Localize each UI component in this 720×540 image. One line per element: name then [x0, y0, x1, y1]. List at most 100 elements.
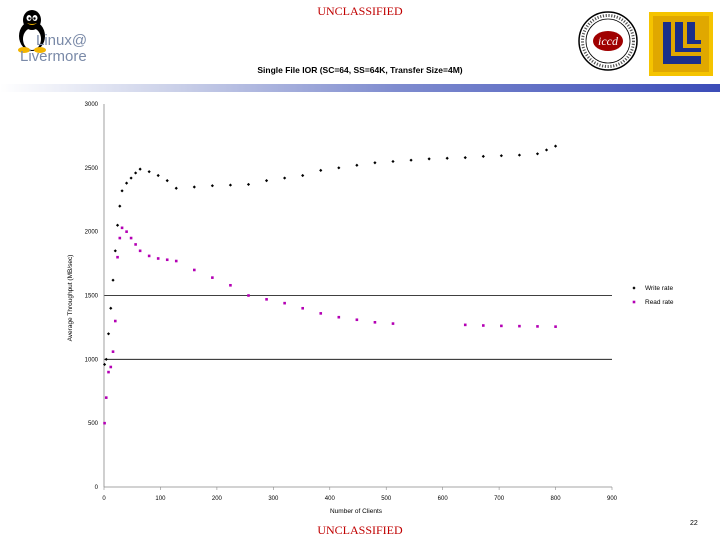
data-point [319, 168, 323, 172]
data-point [535, 152, 540, 156]
data-point [165, 179, 169, 183]
data-point [104, 357, 108, 361]
y-tick-label: 2500 [85, 166, 99, 172]
data-point [463, 323, 467, 327]
x-tick-label: 400 [325, 496, 336, 502]
data-point [409, 158, 413, 162]
svg-text:iccd: iccd [598, 34, 619, 48]
data-point [129, 236, 133, 240]
data-point [337, 315, 341, 319]
data-point [283, 176, 287, 180]
x-tick-label: 300 [268, 496, 279, 502]
x-tick-label: 800 [551, 496, 562, 502]
classification-top-banner: UNCLASSIFIED [317, 4, 403, 18]
data-point [106, 332, 111, 336]
data-point [118, 204, 122, 208]
data-point [264, 179, 269, 183]
tick-labels: 0 500 1000 1500 2000 2500 3000 0 100 200 300 400 500… [85, 102, 618, 502]
data-point [111, 350, 115, 353]
data-point [301, 173, 305, 178]
data-point [518, 324, 521, 328]
data-point [129, 176, 133, 180]
data-point [355, 163, 359, 167]
chart-title: Single File IOR (SC=64, SS=64K, Transfer… [257, 65, 463, 75]
data-point [500, 324, 503, 328]
y-tick-label: 1000 [85, 357, 99, 363]
data-point [109, 365, 113, 369]
data-point [104, 396, 108, 399]
data-point [138, 249, 142, 253]
data-point [118, 236, 122, 240]
data-point [481, 154, 485, 158]
y-tick-label: 500 [88, 421, 99, 427]
iccd-seal-logo: iccd [578, 11, 638, 71]
data-point [125, 230, 128, 233]
data-point [228, 183, 233, 187]
data-point [165, 258, 169, 262]
data-point [174, 186, 178, 190]
data-point [554, 325, 557, 328]
data-point [391, 159, 395, 164]
data-point [147, 254, 151, 258]
data-point [192, 185, 196, 189]
data-point [463, 156, 467, 160]
data-point [536, 325, 539, 328]
data-point [337, 166, 341, 170]
legend-label: Read rate [645, 299, 674, 306]
data-point [102, 362, 107, 367]
data-point [499, 154, 503, 158]
data-point [265, 298, 268, 301]
llnl-logo [649, 12, 713, 76]
data-point [115, 223, 120, 227]
data-point [120, 226, 124, 230]
data-point [116, 255, 119, 259]
data-point [107, 370, 110, 374]
y-tick-label: 2000 [85, 230, 99, 236]
data-point [301, 306, 304, 310]
data-point [111, 278, 115, 282]
y-tick-label: 1500 [85, 294, 99, 300]
legend-marker [632, 300, 636, 304]
legend-label: Write rate [645, 285, 673, 292]
data-point [247, 294, 250, 297]
logo-text-line2: Livermore [20, 48, 87, 65]
x-axis-label: Number of Clients [330, 508, 383, 515]
data-point [229, 283, 232, 287]
data-point [120, 189, 124, 193]
data-point [544, 148, 549, 152]
x-tick-label: 0 [102, 496, 106, 502]
series-read-rate [103, 226, 557, 425]
data-point [373, 321, 377, 324]
data-point [147, 170, 151, 174]
x-tick-label: 100 [155, 496, 166, 502]
data-point [391, 322, 395, 325]
data-point [517, 153, 522, 157]
linux-livermore-logo: Linux@ Livermore [8, 8, 98, 66]
y-tick-label: 0 [95, 485, 99, 491]
page-number: 22 [690, 520, 698, 527]
data-point [134, 243, 137, 246]
x-tick-label: 600 [438, 496, 449, 502]
data-point [156, 257, 160, 260]
x-tick-label: 900 [607, 496, 618, 502]
y-tick-label: 3000 [85, 102, 99, 108]
data-point [319, 312, 323, 315]
data-point [193, 268, 196, 272]
data-point [124, 181, 129, 185]
data-point [482, 324, 485, 327]
data-point [138, 167, 142, 171]
data-point [210, 184, 214, 188]
data-point [156, 173, 160, 178]
data-series [102, 144, 558, 425]
data-point [134, 171, 138, 175]
data-point [553, 144, 558, 148]
data-point [373, 161, 377, 165]
data-point [427, 157, 431, 161]
classification-bottom-banner: UNCLASSIFIED [317, 523, 403, 537]
data-point [283, 301, 286, 305]
data-point [113, 319, 117, 323]
data-point [445, 156, 449, 160]
data-point [355, 318, 359, 322]
data-point [103, 421, 106, 425]
y-axis-label: Average Throughput (MB/sec) [67, 255, 74, 342]
